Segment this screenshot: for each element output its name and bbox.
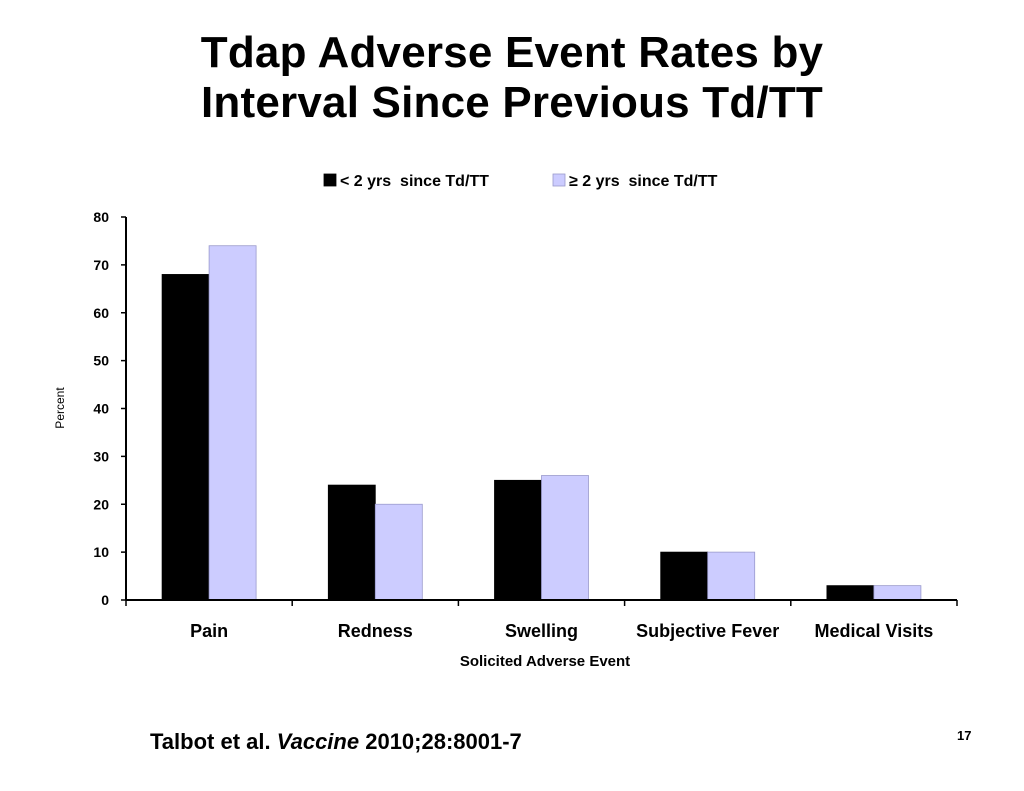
y-axis-label: Percent: [53, 387, 67, 429]
x-tick-label: Medical Visits: [815, 621, 934, 641]
citation-authors: Talbot et al.: [150, 729, 271, 754]
bar: [494, 479, 542, 601]
y-tick-label: 60: [93, 305, 109, 321]
legend-swatch: [552, 173, 566, 187]
y-tick-label: 40: [93, 401, 109, 417]
y-tick-label: 50: [93, 353, 109, 369]
bar: [541, 475, 589, 601]
bar: [327, 484, 376, 601]
y-tick-label: 70: [93, 257, 109, 273]
citation-journal: Vaccine: [276, 729, 360, 754]
slide-title: Tdap Adverse Event Rates by Interval Sin…: [0, 28, 1024, 128]
bar: [374, 503, 423, 601]
slide-title-line-2: Interval Since Previous Td/TT: [201, 78, 823, 127]
bar: [660, 551, 709, 601]
x-axis-label: Solicited Adverse Event: [460, 653, 630, 670]
x-tick-label: Redness: [338, 621, 413, 641]
bar: [873, 585, 922, 601]
y-tick-label: 20: [93, 496, 109, 512]
legend-swatch: [323, 173, 337, 187]
bar: [707, 551, 756, 601]
y-tick-label: 80: [93, 209, 109, 225]
slide-title-line-1: Tdap Adverse Event Rates by: [200, 28, 824, 77]
y-tick-label: 30: [93, 448, 109, 464]
legend-label: ≥ 2 yrs since Td/TT: [569, 173, 718, 190]
x-tick-label: Swelling: [505, 621, 578, 641]
citation: Talbot et al. Vaccine 2010;28:8001-7: [150, 729, 522, 755]
bar: [826, 585, 875, 601]
x-tick-label: Subjective Fever: [636, 621, 779, 641]
citation-reference: 2010;28:8001-7: [365, 729, 522, 754]
y-tick-label: 10: [93, 544, 109, 560]
bar: [208, 245, 257, 601]
x-tick-label: Pain: [190, 621, 228, 641]
page-number: 17: [957, 728, 972, 743]
y-tick-label: 0: [101, 592, 109, 608]
bar: [161, 274, 210, 601]
legend-label: < 2 yrs since Td/TT: [340, 173, 489, 190]
